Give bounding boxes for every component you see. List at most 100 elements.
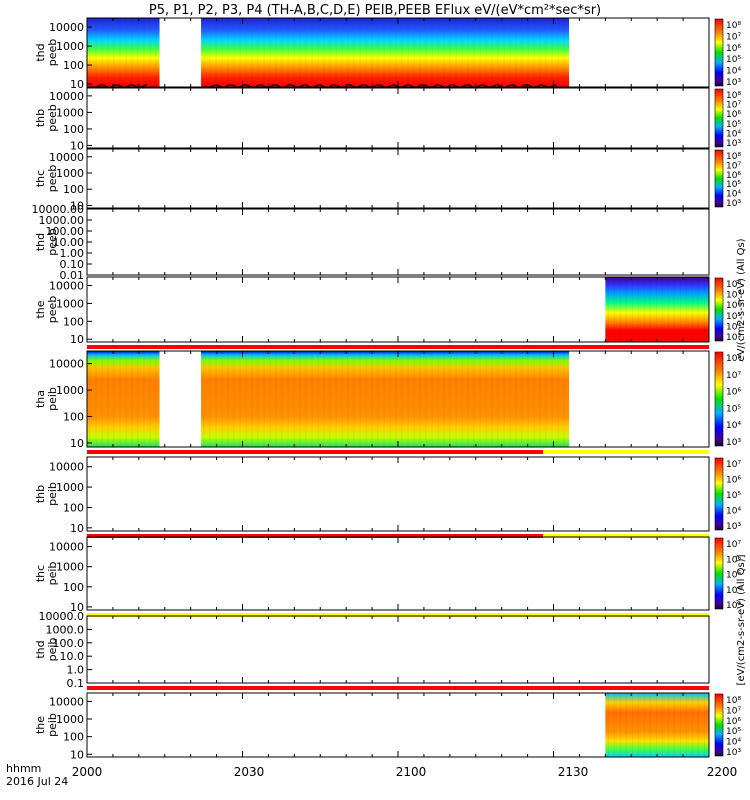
colorbar: [714, 457, 724, 531]
colorbar-tick-label: 10⁵: [726, 120, 741, 130]
y-tick-label: 1.00: [60, 247, 85, 260]
colorbar-tick-label: 10⁸: [726, 696, 741, 706]
y-tick-label: 0.10: [60, 258, 85, 271]
panel-ylabel: peib: [46, 713, 59, 737]
time-tick-label: 2000: [72, 765, 103, 779]
y-tick-label: 1000.00: [39, 214, 85, 227]
y-tick-label: 100: [63, 123, 84, 136]
panel-ylabel: peib: [46, 387, 59, 411]
panel-ylabel: peib: [46, 638, 59, 662]
panel-thb-peib: 10000 1000 100 10 thb peib 10⁷ 10⁶ 10⁵ 10⁴ 10³: [34, 456, 741, 538]
y-tick-label: 100: [63, 581, 84, 594]
panel-ylabel: thd: [34, 233, 47, 251]
y-tick-label: 100: [63, 59, 84, 72]
flag-bar-segment: [543, 534, 709, 538]
y-tick-label: 10000: [49, 695, 84, 708]
y-tick-label: 10000: [49, 90, 84, 103]
overlay-line: [204, 83, 558, 89]
colorbar-tick-label: 10³: [726, 139, 741, 149]
spectrogram-data-interval: [201, 351, 570, 447]
colorbar: [714, 351, 724, 447]
time-axis-label-date: 2016 Jul 24: [6, 775, 68, 788]
y-tick-label: 10000.0: [39, 610, 85, 623]
y-tick-label: 10000: [49, 461, 84, 474]
colorbar-tick-label: 10⁷: [726, 540, 741, 550]
colorbar-tick-label: 10⁴: [726, 67, 741, 77]
colorbar-tick-label: 10⁸: [726, 280, 741, 290]
y-tick-label: 10: [70, 139, 84, 152]
colorbar-tick-label: 10⁴: [726, 129, 741, 139]
y-tick-label: 1000: [56, 481, 84, 494]
y-tick-label: 100: [63, 315, 84, 328]
colorbar-tick-label: 10⁴: [726, 322, 741, 332]
y-tick-label: 1000: [56, 384, 84, 397]
panel-ylabel: thd: [34, 43, 47, 61]
panel-tha-peib: 10000 1000 100 10 tha peib 10⁸ 10⁷ 10⁶ 10⁵ 10⁴ 10³: [34, 350, 741, 454]
colorbar-tick-label: 10³: [726, 78, 741, 88]
colorbar: [714, 149, 724, 208]
y-tick-label: 1000: [56, 713, 84, 726]
panel-ylabel: the: [34, 300, 47, 318]
colorbar-tick-label: 10⁸: [726, 21, 741, 31]
colorbar-tick-label: 10³: [726, 333, 741, 343]
colorbar-tick-label: 10⁷: [726, 32, 741, 42]
colorbar-tick-label: 10³: [726, 438, 741, 448]
panel-ylabel: peeb: [46, 39, 59, 67]
colorbar-tick-label: 10⁵: [726, 312, 741, 322]
y-tick-label: 10: [70, 522, 84, 535]
colorbar-tick-label: 10⁶: [726, 110, 741, 120]
y-tick-label: 0.1: [67, 677, 85, 690]
colorbar-tick-label: 10⁶: [726, 171, 741, 181]
colorbar: [714, 277, 724, 342]
panel-ylabel: peeb: [46, 104, 59, 132]
colorbar-tick-label: 10⁷: [726, 291, 741, 301]
flag-bar-segment: [87, 534, 544, 538]
colorbar-tick-label: 10⁴: [726, 190, 741, 200]
colorbar-tick-label: 10³: [726, 522, 741, 532]
colorbar-tick-label: 10⁶: [726, 44, 741, 54]
colorbar-tick-label: 10³: [726, 748, 741, 758]
flag-bar-segment: [87, 686, 709, 690]
colorbar-tick-label: 10⁵: [726, 571, 741, 581]
y-tick-label: 10000.00: [32, 203, 85, 216]
colorbar-tick-label: 10³: [726, 199, 741, 209]
colorbar-tick-label: 10⁶: [726, 555, 741, 565]
panel-frame: [86, 208, 710, 276]
panel-thc-peib: 10000 1000 100 10 thc peib 10⁷ 10⁶ 10⁵ 10⁴ 10³: [34, 536, 741, 617]
colorbar-tick-label: 10⁸: [726, 152, 741, 162]
y-tick-label: 10000: [49, 21, 84, 34]
panel-ylabel: thd: [34, 640, 47, 658]
colorbar-tick-label: 10⁴: [726, 421, 741, 431]
spectrogram-data-interval: [87, 18, 160, 87]
y-tick-label: 1.0: [67, 664, 85, 677]
spectrogram-data-interval: [605, 277, 709, 342]
y-tick-label: 10000: [49, 280, 84, 293]
colorbar-tick-label: 10⁷: [726, 706, 741, 716]
y-tick-label: 10: [70, 748, 84, 761]
panel-ylabel: peib: [46, 482, 59, 506]
y-tick-label: 10.0: [60, 650, 85, 663]
panel-ylabel: the: [34, 716, 47, 734]
panel-ylabel: tha: [34, 390, 47, 408]
y-tick-label: 1000: [56, 297, 84, 310]
y-tick-label: 10: [70, 601, 84, 614]
colorbar-tick-label: 10³: [726, 601, 741, 611]
colorbar-tick-label: 10⁵: [726, 55, 741, 65]
colorbar-tick-label: 10⁶: [726, 717, 741, 727]
time-tick-label: 2030: [234, 765, 265, 779]
y-tick-label: 10: [70, 199, 84, 212]
colorbar-tick-label: 10⁷: [726, 101, 741, 111]
panel-ylabel: thb: [34, 109, 47, 127]
colorbar-tick-label: 10⁷: [726, 161, 741, 171]
colorbar: [714, 18, 724, 87]
time-axis-label-hhmm: hhmm: [6, 762, 41, 775]
flag-bar-segment: [87, 450, 544, 454]
panel-ylabel: peib: [46, 562, 59, 586]
